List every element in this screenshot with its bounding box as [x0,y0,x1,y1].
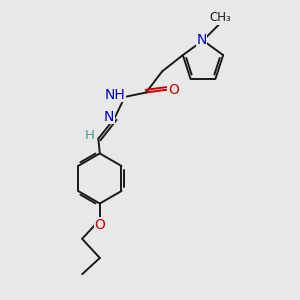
Text: H: H [85,129,95,142]
Text: CH₃: CH₃ [210,11,232,24]
Text: O: O [94,218,105,232]
Text: O: O [168,82,179,97]
Text: N: N [196,33,207,47]
Text: N: N [104,110,114,124]
Text: NH: NH [105,88,126,102]
